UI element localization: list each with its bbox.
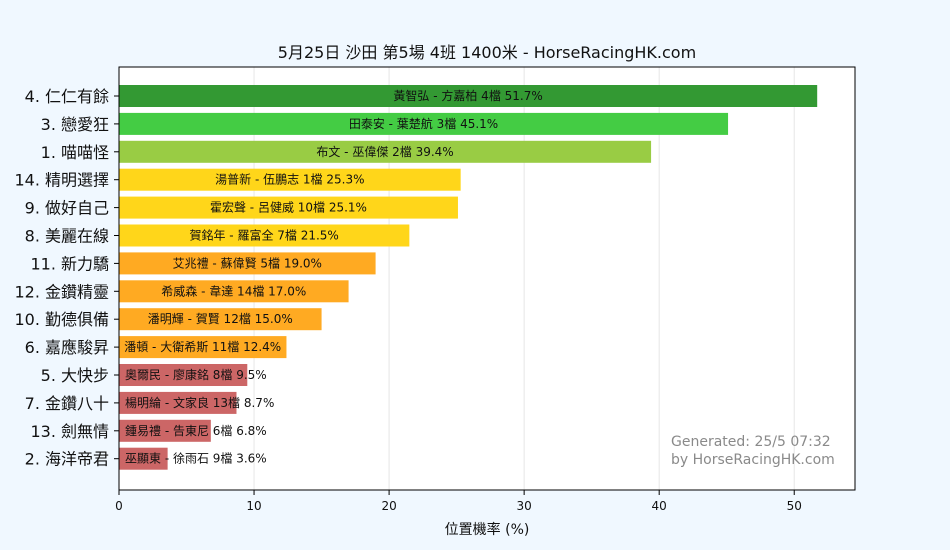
- bar: [119, 140, 652, 163]
- x-ticks: 0 10 20 30 40 50: [114, 95, 802, 513]
- y-category-labels: 4. 仁仁有餘 3. 戀愛狂 1. 喵喵怪 14. 精明選擇 9. 做好自己 8. 美麗在…: [14, 87, 109, 469]
- bar-value-label: 賀銘年 - 羅富全 7檔 21.5%: [189, 228, 338, 243]
- bar: [119, 419, 211, 442]
- bar-value-label: 潘明輝 - 賀賢 12檔 15.0%: [148, 312, 293, 326]
- bar-value-label: 田泰安 - 葉楚航 3檔 45.1%: [349, 116, 498, 131]
- bar: [119, 85, 818, 107]
- bar: [119, 168, 461, 191]
- bar-value-label: 布文 - 巫偉傑 2檔 39.4%: [316, 144, 453, 159]
- bar-value-label: 潘頓 - 大衛希斯 11檔 12.4%: [124, 339, 281, 354]
- y-category-label: 1. 喵喵怪: [41, 143, 109, 162]
- y-category-label: 8. 美麗在線: [25, 227, 109, 246]
- bar-value-label: 巫顯東 - 徐雨石 9檔 3.6%: [125, 451, 267, 466]
- bar: [119, 280, 349, 303]
- bar-value-label: 湯普新 - 伍鵬志 1檔 25.3%: [215, 172, 364, 187]
- y-category-label: 12. 金鑽精靈: [14, 282, 109, 301]
- bar: [119, 391, 237, 414]
- x-axis-title: 位置機率 (%): [445, 521, 530, 538]
- y-category-label: 10. 勤德俱備: [14, 310, 109, 329]
- source-annotation: by HorseRacingHK.com: [671, 452, 835, 468]
- bars: [119, 85, 818, 470]
- x-tick-label: 50: [787, 499, 802, 513]
- y-category-label: 7. 金鑽八十: [25, 394, 109, 413]
- y-category-label: 11. 新力驕: [30, 254, 109, 273]
- bar: [119, 196, 458, 219]
- bar: [119, 447, 168, 470]
- bar-value-label: 黃智弘 - 方嘉柏 4檔 51.7%: [393, 88, 542, 103]
- bar: [119, 224, 410, 247]
- x-tick-label: 30: [516, 499, 531, 513]
- bar-labels: 黃智弘 - 方嘉柏 4檔 51.7% 田泰安 - 葉楚航 3檔 45.1% 布文 -…: [124, 88, 543, 466]
- x-tick-label: 0: [115, 499, 123, 513]
- generated-annotation: Generated: 25/5 07:32: [671, 434, 831, 450]
- chart-title: 5月25日 沙田 第5場 4班 1400米 - HorseRacingHK.co…: [278, 43, 696, 62]
- y-category-label: 13. 劍無情: [30, 422, 109, 441]
- y-category-label: 6. 嘉應駿昇: [25, 338, 109, 357]
- bar: [119, 336, 287, 359]
- bar-value-label: 鍾易禮 - 告東尼 6檔 6.8%: [125, 424, 267, 438]
- bar-value-label: 楊明綸 - 文家良 13檔 8.7%: [125, 395, 274, 410]
- y-category-label: 2. 海洋帝君: [25, 450, 109, 469]
- x-tick-label: 40: [652, 499, 667, 513]
- plot-frame: [118, 66, 856, 491]
- x-tick-label: 10: [246, 499, 261, 513]
- y-category-label: 3. 戀愛狂: [41, 115, 109, 134]
- x-tick-label: 20: [381, 499, 396, 513]
- plot-area: [119, 67, 855, 490]
- bar: [119, 112, 729, 135]
- bar-value-label: 艾兆禮 - 蘇偉賢 5檔 19.0%: [173, 256, 322, 270]
- bar: [119, 308, 322, 331]
- bar-value-label: 奧爾民 - 廖康銘 8檔 9.5%: [125, 367, 267, 382]
- y-category-label: 5. 大快步: [41, 366, 109, 385]
- y-category-label: 9. 做好自己: [25, 199, 109, 218]
- y-category-label: 4. 仁仁有餘: [25, 87, 109, 106]
- bar: [119, 364, 248, 386]
- bar-value-label: 希威森 - 韋達 14檔 17.0%: [161, 283, 306, 298]
- y-category-label: 14. 精明選擇: [14, 171, 109, 190]
- bar-value-label: 霍宏聲 - 呂健威 10檔 25.1%: [210, 200, 367, 215]
- bar: [119, 252, 376, 275]
